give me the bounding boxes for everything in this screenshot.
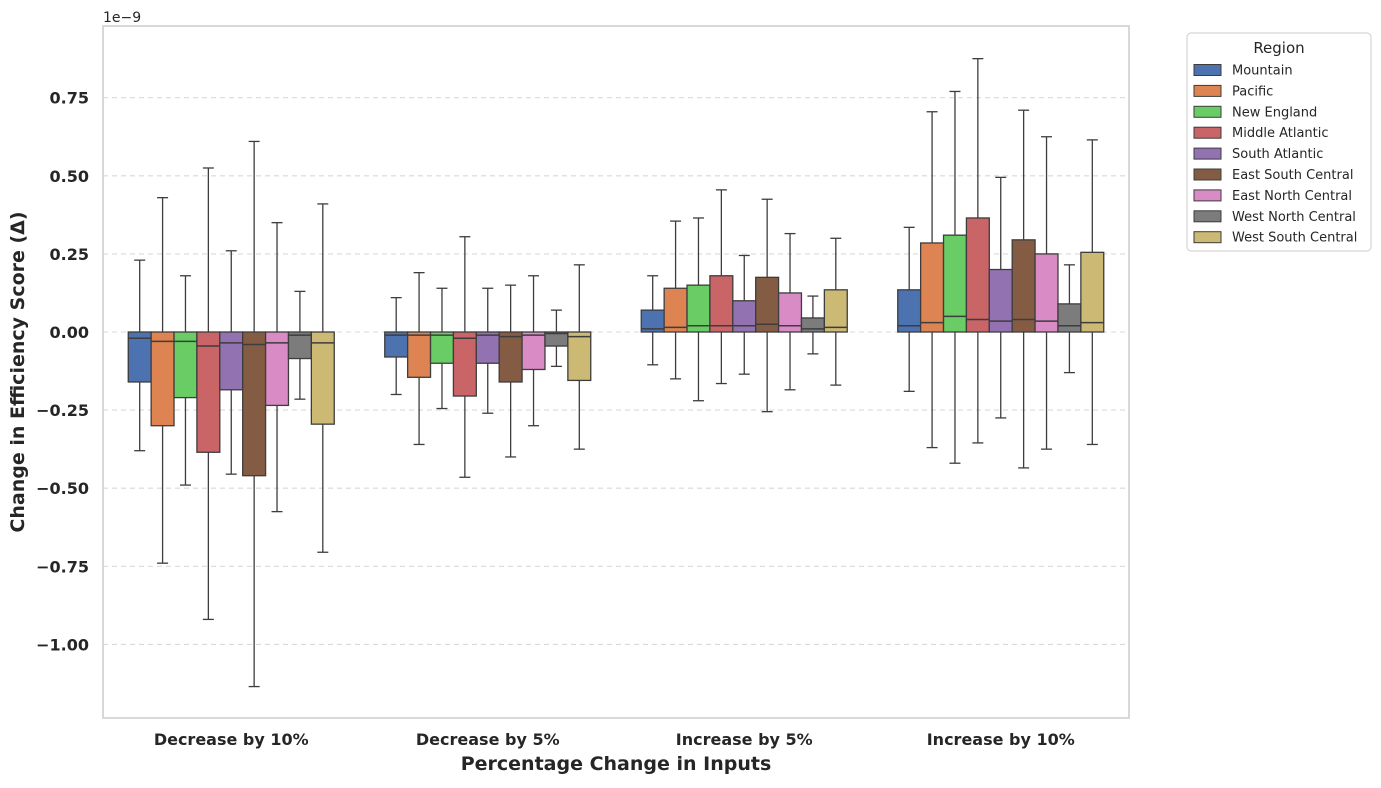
iqr-box <box>452 331 477 397</box>
box-pacific <box>919 111 945 449</box>
legend: Region Mountain Pacific New England Middle … <box>1186 32 1372 252</box>
iqr-box <box>242 331 267 477</box>
iqr-box <box>800 317 826 333</box>
y-scale-label: 1e−9 <box>103 10 141 26</box>
iqr-box <box>264 331 290 407</box>
box-new-england <box>942 90 968 464</box>
x-tick-label: Decrease by 5% <box>416 730 560 749</box>
iqr-box <box>475 331 500 364</box>
iqr-box <box>567 331 592 382</box>
box-east-north-central <box>521 275 546 427</box>
iqr-box <box>310 331 335 425</box>
iqr-box <box>919 242 945 333</box>
iqr-box <box>732 300 757 333</box>
y-tick-label: −1.00 <box>36 635 89 654</box>
iqr-box <box>1011 239 1036 333</box>
iqr-box <box>709 275 734 333</box>
legend-item-label: East South Central <box>1232 168 1353 183</box>
y-tick-label: 0.00 <box>50 323 89 342</box>
y-tick-label: 0.25 <box>50 245 89 264</box>
iqr-box <box>150 331 175 427</box>
box-east-north-central <box>777 232 803 391</box>
box-mountain <box>384 296 409 396</box>
iqr-box <box>777 292 803 333</box>
iqr-box <box>1080 251 1105 333</box>
box-pacific <box>150 197 175 564</box>
box-mountain <box>127 259 152 452</box>
legend-item-label: Mountain <box>1232 64 1293 79</box>
y-tick-label: 0.50 <box>50 167 89 186</box>
x-axis-label: Percentage Change in Inputs <box>461 753 772 775</box>
legend-item-label: West South Central <box>1232 231 1357 246</box>
box-middle-atlantic <box>965 58 990 444</box>
iqr-box <box>406 331 432 378</box>
legend-item-label: Middle Atlantic <box>1232 126 1329 141</box>
y-tick-label: −0.50 <box>36 479 89 498</box>
box-west-north-central <box>287 290 313 400</box>
y-tick-label: −0.75 <box>36 557 89 576</box>
legend-swatch <box>1193 210 1222 223</box>
iqr-box <box>663 287 688 333</box>
legend-swatch <box>1193 231 1222 244</box>
box-east-south-central <box>498 284 523 458</box>
legend-item-label: East North Central <box>1232 189 1352 204</box>
box-middle-atlantic <box>452 236 477 478</box>
iqr-box <box>988 268 1013 333</box>
box-pacific <box>406 271 432 446</box>
legend-swatch <box>1193 168 1222 181</box>
box-west-south-central <box>823 237 848 386</box>
box-west-south-central <box>1080 139 1105 446</box>
box-east-north-central <box>1034 136 1059 450</box>
legend-swatch <box>1193 126 1222 139</box>
box-west-north-central <box>544 309 569 368</box>
iqr-box <box>521 331 546 371</box>
iqr-box <box>429 331 455 364</box>
iqr-box <box>686 284 711 333</box>
box-south-atlantic <box>732 254 757 375</box>
box-west-south-central <box>567 264 592 450</box>
legend-item-label: Pacific <box>1232 84 1273 99</box>
box-mountain <box>640 275 665 366</box>
box-west-south-central <box>310 203 335 553</box>
x-tick-label: Increase by 5% <box>676 730 813 749</box>
iqr-box <box>196 331 221 453</box>
x-tick-label: Decrease by 10% <box>154 730 309 749</box>
box-east-north-central <box>264 222 290 513</box>
iqr-box <box>1034 253 1059 333</box>
legend-swatch <box>1193 147 1222 160</box>
plot-frame <box>102 25 1130 719</box>
box-east-south-central <box>755 198 780 413</box>
box-pacific <box>663 220 688 380</box>
legend-title: Region <box>1253 39 1304 57</box>
y-tick-label: −0.25 <box>36 401 89 420</box>
iqr-box <box>127 331 152 383</box>
box-new-england <box>429 287 455 410</box>
x-tick-label: Increase by 10% <box>927 730 1075 749</box>
iqr-box <box>965 217 990 333</box>
iqr-box <box>1057 303 1082 333</box>
iqr-box <box>823 289 848 333</box>
legend-swatch <box>1193 64 1222 76</box>
iqr-box <box>942 234 968 333</box>
y-tick-label: 0.75 <box>50 89 89 108</box>
box-south-atlantic <box>219 250 244 475</box>
legend-frame <box>1186 32 1372 252</box>
legend-item-label: South Atlantic <box>1232 147 1323 162</box>
box-west-north-central <box>800 295 826 355</box>
iqr-box <box>287 331 313 360</box>
iqr-box <box>498 331 523 383</box>
y-axis-label: Change in Efficiency Score (Δ) <box>7 211 29 532</box>
legend-swatch <box>1193 189 1222 202</box>
iqr-box <box>219 331 244 391</box>
legend-swatch <box>1193 84 1222 97</box>
box-new-england <box>686 217 711 402</box>
legend-item-label: West North Central <box>1232 210 1356 225</box>
legend-item-label: New England <box>1232 105 1317 120</box>
box-east-south-central <box>242 140 267 688</box>
legend-swatch <box>1193 105 1222 118</box>
box-east-south-central <box>1011 109 1036 469</box>
box-middle-atlantic <box>196 167 221 621</box>
